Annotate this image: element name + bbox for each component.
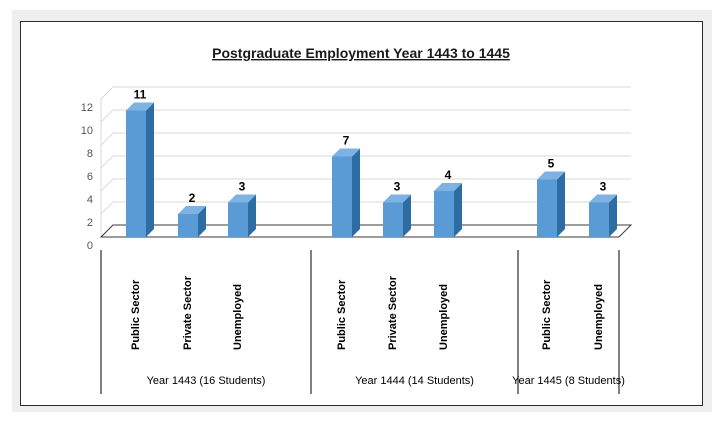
group-label: Year 1443 (16 Students) bbox=[147, 375, 266, 387]
category-label: Unemployed bbox=[438, 284, 450, 350]
y-tick-label: 0 bbox=[87, 240, 93, 252]
bar bbox=[434, 191, 454, 237]
category-label: Public Sector bbox=[541, 279, 553, 350]
y-tick-label: 10 bbox=[81, 125, 93, 137]
bar bbox=[383, 202, 403, 237]
category-label: Private Sector bbox=[387, 275, 399, 350]
y-tick-label: 2 bbox=[87, 217, 93, 229]
gridline-side bbox=[100, 109, 114, 123]
bars bbox=[126, 102, 617, 237]
bar-side bbox=[146, 102, 154, 237]
bar-top bbox=[126, 102, 154, 111]
y-axis-ticks: 0 2 4 6 8 10 12 bbox=[81, 102, 93, 252]
y-tick-label: 12 bbox=[81, 102, 93, 114]
data-label: 3 bbox=[600, 180, 607, 194]
bar bbox=[537, 179, 557, 237]
bar-top bbox=[178, 206, 206, 214]
bar-top bbox=[332, 148, 360, 157]
gridline-side bbox=[100, 155, 114, 169]
chart-panel: Postgraduate Employment Year 1443 to 144… bbox=[20, 21, 703, 406]
bar bbox=[589, 202, 609, 237]
bar-side bbox=[403, 194, 411, 237]
bar-side bbox=[352, 148, 360, 237]
data-label: 2 bbox=[189, 191, 196, 205]
bar-chart: Postgraduate Employment Year 1443 to 144… bbox=[81, 45, 633, 394]
gridline-side bbox=[100, 86, 114, 100]
bar bbox=[228, 202, 248, 237]
y-tick-label: 6 bbox=[87, 171, 93, 183]
y-tick-label: 8 bbox=[87, 148, 93, 160]
data-label: 3 bbox=[394, 180, 401, 194]
group-label: Year 1445 (8 Students) bbox=[512, 375, 625, 387]
bar-top bbox=[589, 194, 617, 203]
data-label: 5 bbox=[548, 157, 555, 171]
bar-side bbox=[454, 183, 462, 237]
gridline-side bbox=[100, 178, 114, 192]
y-tick-label: 4 bbox=[87, 194, 93, 206]
bar bbox=[126, 110, 146, 237]
bar bbox=[178, 214, 198, 237]
data-label: 3 bbox=[239, 180, 246, 194]
category-label: Public Sector bbox=[336, 279, 348, 350]
bar-top bbox=[228, 194, 256, 203]
data-label: 4 bbox=[445, 168, 452, 182]
bar-top bbox=[434, 183, 462, 191]
gridline-side bbox=[100, 132, 114, 146]
bar-side bbox=[557, 171, 565, 237]
gridline-side bbox=[100, 201, 114, 215]
data-label: 11 bbox=[134, 88, 147, 102]
data-labels: 11 2 3 7 3 4 5 3 bbox=[134, 88, 607, 206]
bar-side bbox=[609, 194, 617, 237]
group-labels: Year 1443 (16 Students) Year 1444 (14 Stu… bbox=[100, 250, 625, 394]
bar bbox=[332, 156, 352, 237]
category-labels: Public Sector Private Sector Unemployed Pub… bbox=[130, 275, 605, 350]
category-label: Unemployed bbox=[232, 284, 244, 350]
bar-side bbox=[198, 206, 206, 237]
bar-top bbox=[383, 194, 411, 203]
bar-top bbox=[537, 171, 565, 180]
category-label: Public Sector bbox=[130, 279, 142, 350]
chart-title: Postgraduate Employment Year 1443 to 144… bbox=[212, 45, 510, 61]
category-label: Private Sector bbox=[182, 275, 194, 350]
group-label: Year 1444 (14 Students) bbox=[355, 375, 474, 387]
bar-side bbox=[248, 194, 256, 237]
data-label: 7 bbox=[343, 134, 350, 148]
category-label: Unemployed bbox=[593, 284, 605, 350]
